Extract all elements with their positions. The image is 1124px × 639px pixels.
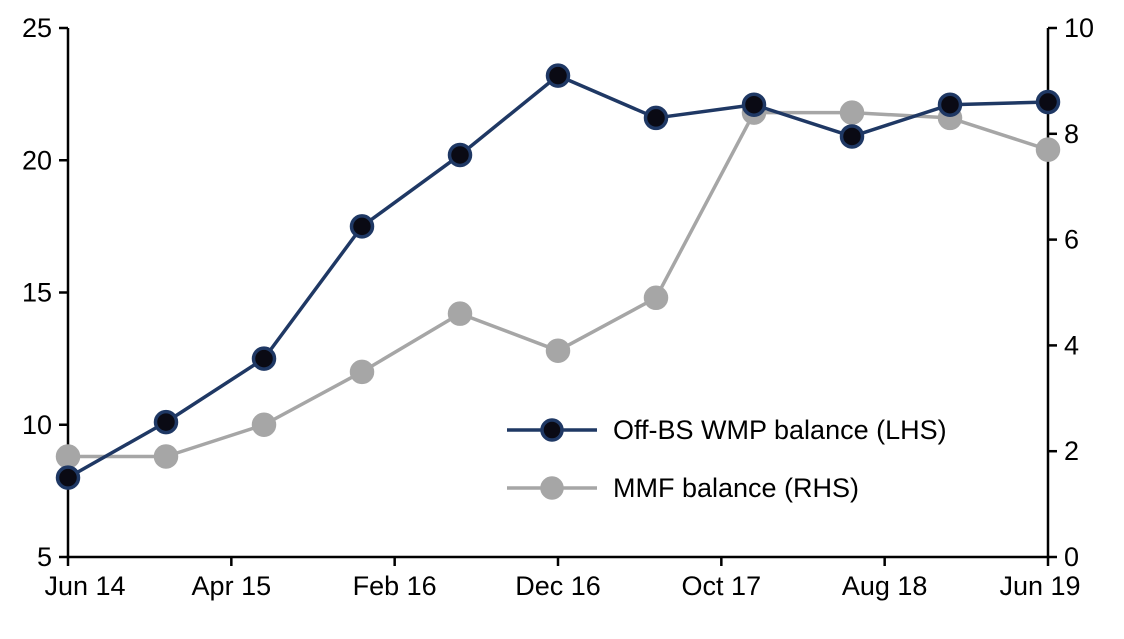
y-left-tick-label: 20 [22, 145, 52, 175]
x-tick-label: Apr 15 [192, 571, 272, 601]
x-tick-label: Dec 16 [515, 571, 601, 601]
series-line-1 [66, 110, 1050, 459]
x-tick-label: Jun 14 [44, 571, 125, 601]
series-0-marker [447, 142, 473, 168]
off-bs-wmp-line-swatch-icon [507, 418, 597, 442]
mmf-line-swatch-icon [507, 476, 597, 500]
x-tick-label: Oct 17 [682, 571, 762, 601]
legend-label-mmf: MMF balance (RHS) [613, 472, 860, 503]
series-0-marker [545, 63, 571, 88]
series-0-marker [643, 105, 669, 131]
series-1-marker [839, 100, 865, 125]
x-tick-label: Aug 18 [842, 571, 928, 601]
legend-label-off-bs-wmp: Off-BS WMP balance (LHS) [613, 414, 947, 445]
series-0-marker [1035, 89, 1061, 115]
y-right-tick-label: 10 [1064, 13, 1094, 43]
series-0-marker [55, 465, 81, 490]
y-left-tick-label: 25 [22, 13, 52, 43]
x-tick-label: Jun 19 [999, 571, 1080, 601]
series-1-marker [55, 444, 81, 469]
series-0-marker [251, 346, 277, 371]
series-1-marker [349, 359, 375, 385]
y-right-tick-label: 2 [1064, 436, 1079, 466]
series-1-marker [251, 412, 277, 437]
series-0-marker [839, 124, 865, 149]
series-0-marker [937, 92, 963, 117]
series-1-marker [447, 301, 473, 326]
y-right-tick-label: 6 [1064, 225, 1079, 255]
legend: Off-BS WMP balance (LHS) MMF balance (RH… [505, 411, 947, 507]
series-0-marker [741, 92, 767, 117]
series-1-marker [545, 338, 571, 363]
series-1-marker [643, 285, 669, 311]
y-left-tick-label: 5 [37, 542, 52, 572]
series-1-marker [1035, 137, 1061, 162]
series-0-marker [153, 409, 179, 435]
y-right-tick-label: 8 [1064, 119, 1079, 149]
y-left-tick-label: 10 [22, 410, 52, 440]
y-left-tick-label: 15 [22, 278, 52, 308]
x-tick-label: Feb 16 [353, 571, 437, 601]
series-0-marker [349, 214, 375, 239]
legend-item-mmf: MMF balance (RHS) [505, 469, 947, 507]
y-right-tick-label: 0 [1064, 542, 1079, 572]
y-right-tick-label: 4 [1064, 330, 1079, 360]
legend-item-off-bs-wmp: Off-BS WMP balance (LHS) [505, 411, 947, 449]
series-1-marker [153, 444, 179, 469]
